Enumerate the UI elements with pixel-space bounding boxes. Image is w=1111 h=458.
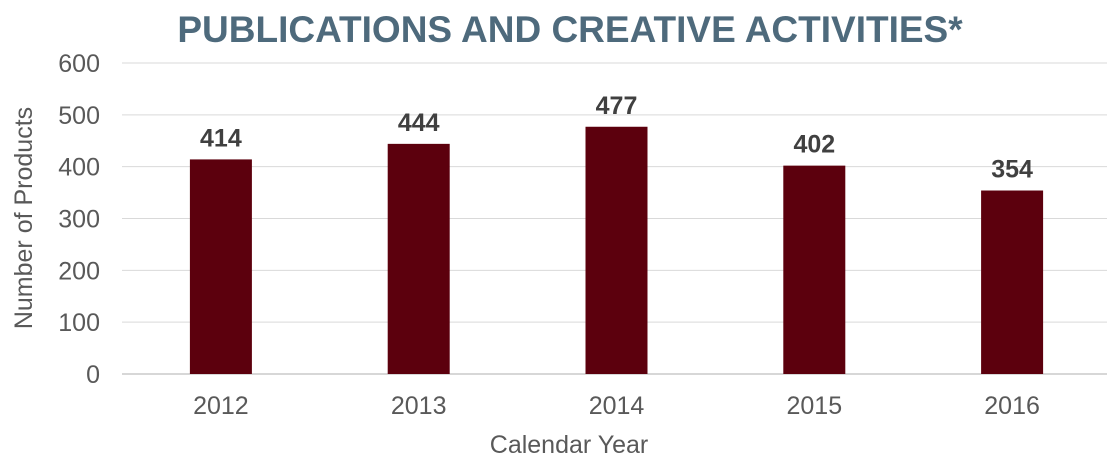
y-tick-label: 100 [58, 309, 100, 337]
y-tick-label: 200 [58, 257, 100, 285]
y-tick-label: 500 [58, 102, 100, 130]
bar [387, 143, 450, 374]
y-tick-label: 600 [58, 50, 100, 78]
x-tick-label: 2013 [391, 392, 447, 420]
x-axis-title: Calendar Year [490, 431, 648, 458]
data-label: 444 [398, 109, 440, 137]
bar [981, 190, 1044, 374]
y-axis-ticks: 0 100 200 300 400 500 600 [58, 50, 100, 389]
y-tick-label: 400 [58, 154, 100, 182]
y-tick-label: 0 [86, 361, 100, 389]
x-tick-label: 2012 [193, 392, 249, 420]
data-label: 477 [596, 92, 638, 120]
x-axis-ticks: 2012 2013 2014 2015 2016 [193, 392, 1040, 420]
bar [189, 159, 252, 374]
bars [189, 126, 1044, 374]
data-label: 354 [991, 156, 1033, 184]
x-tick-label: 2014 [589, 392, 645, 420]
data-label: 414 [200, 124, 242, 152]
x-tick-label: 2015 [786, 392, 842, 420]
data-label: 402 [793, 131, 835, 159]
bar [783, 165, 846, 374]
x-tick-label: 2016 [984, 392, 1040, 420]
y-axis-title: Number of Products [10, 107, 38, 329]
y-tick-label: 300 [58, 206, 100, 234]
data-labels: 414 444 477 402 354 [200, 92, 1033, 184]
bar [585, 126, 648, 374]
chart-title: PUBLICATIONS AND CREATIVE ACTIVITIES* [177, 9, 963, 50]
